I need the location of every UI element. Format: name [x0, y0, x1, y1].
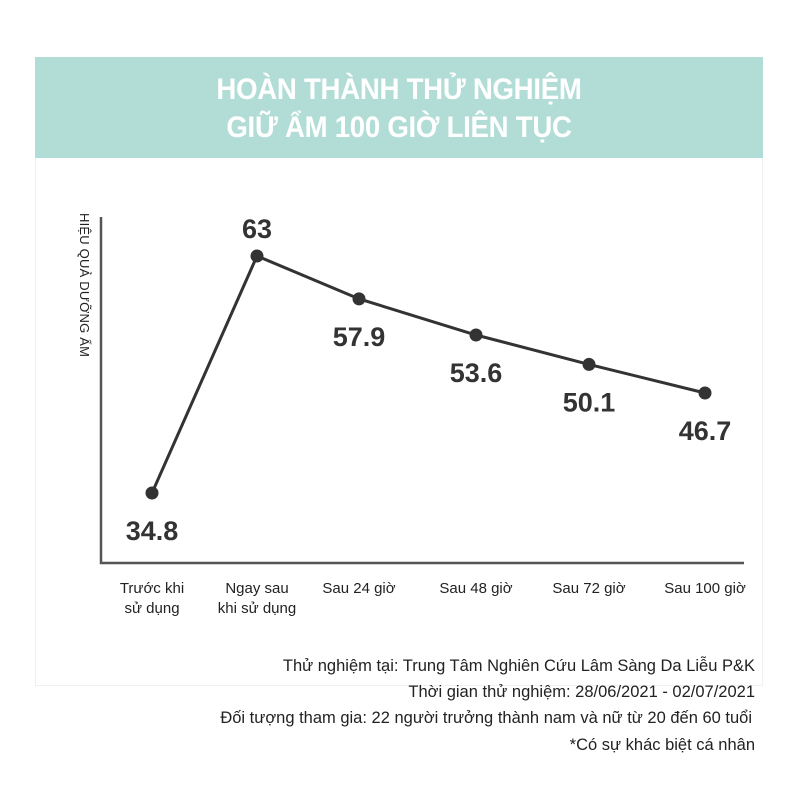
data-point	[250, 249, 264, 263]
data-label: 53.6	[450, 358, 503, 388]
data-point	[352, 292, 366, 306]
data-point	[582, 357, 596, 371]
footer-test-location: Thử nghiệm tại: Trung Tâm Nghiên Cứu Lâm…	[282, 657, 755, 675]
x-tick-label-line: Sau 100 giờ	[664, 580, 746, 597]
footer-participants: Đối tượng tham gia: 22 người trưởng thàn…	[220, 709, 752, 727]
x-tick-label: Sau 100 giờ	[650, 579, 760, 599]
x-tick-label-line: Sau 48 giờ	[439, 580, 513, 597]
x-tick-label: Sau 24 giờ	[304, 579, 414, 599]
footer-note: *Có sự khác biệt cá nhân	[569, 736, 755, 754]
x-tick-label-line: Trước khi	[119, 580, 185, 597]
title-line-1: HOÀN THÀNH THỬ NGHIỆM	[216, 73, 582, 106]
data-label: 57.9	[333, 322, 386, 352]
x-tick-label-line: Ngay sau	[225, 580, 289, 597]
axes	[99, 217, 744, 565]
title-banner: HOÀN THÀNH THỬ NGHIỆM GIỮ ẨM 100 GIỜ LIÊ…	[35, 57, 763, 158]
x-tick-label-line: Sau 24 giờ	[322, 580, 396, 597]
x-tick-label: Sau 48 giờ	[421, 579, 531, 599]
data-label: 46.7	[679, 416, 732, 446]
title-line-2: GIỮ ẨM 100 GIỜ LIÊN TỤC	[226, 111, 572, 144]
x-tick-label: Ngay sau khi sử dụng	[202, 579, 312, 619]
x-tick-label: Sau 72 giờ	[534, 579, 644, 599]
data-label: 34.8	[126, 516, 179, 546]
x-tick-label: Trước khi sử dụng	[97, 579, 207, 619]
data-point	[698, 386, 712, 400]
x-tick-label-line: Sau 72 giờ	[552, 580, 626, 597]
y-axis-label: HIỆU QUẢ DƯỠNG ẨM	[77, 213, 92, 358]
series-line	[150, 254, 706, 494]
x-tick-label-line: khi sử dụng	[217, 600, 297, 617]
x-tick-label-line: sử dụng	[124, 600, 180, 617]
data-label: 63	[242, 214, 272, 244]
data-label: 50.1	[563, 387, 616, 417]
footer-test-period: Thời gian thử nghiệm: 28/06/2021 - 02/07…	[408, 683, 755, 701]
data-point	[145, 486, 159, 500]
data-point	[469, 328, 483, 342]
